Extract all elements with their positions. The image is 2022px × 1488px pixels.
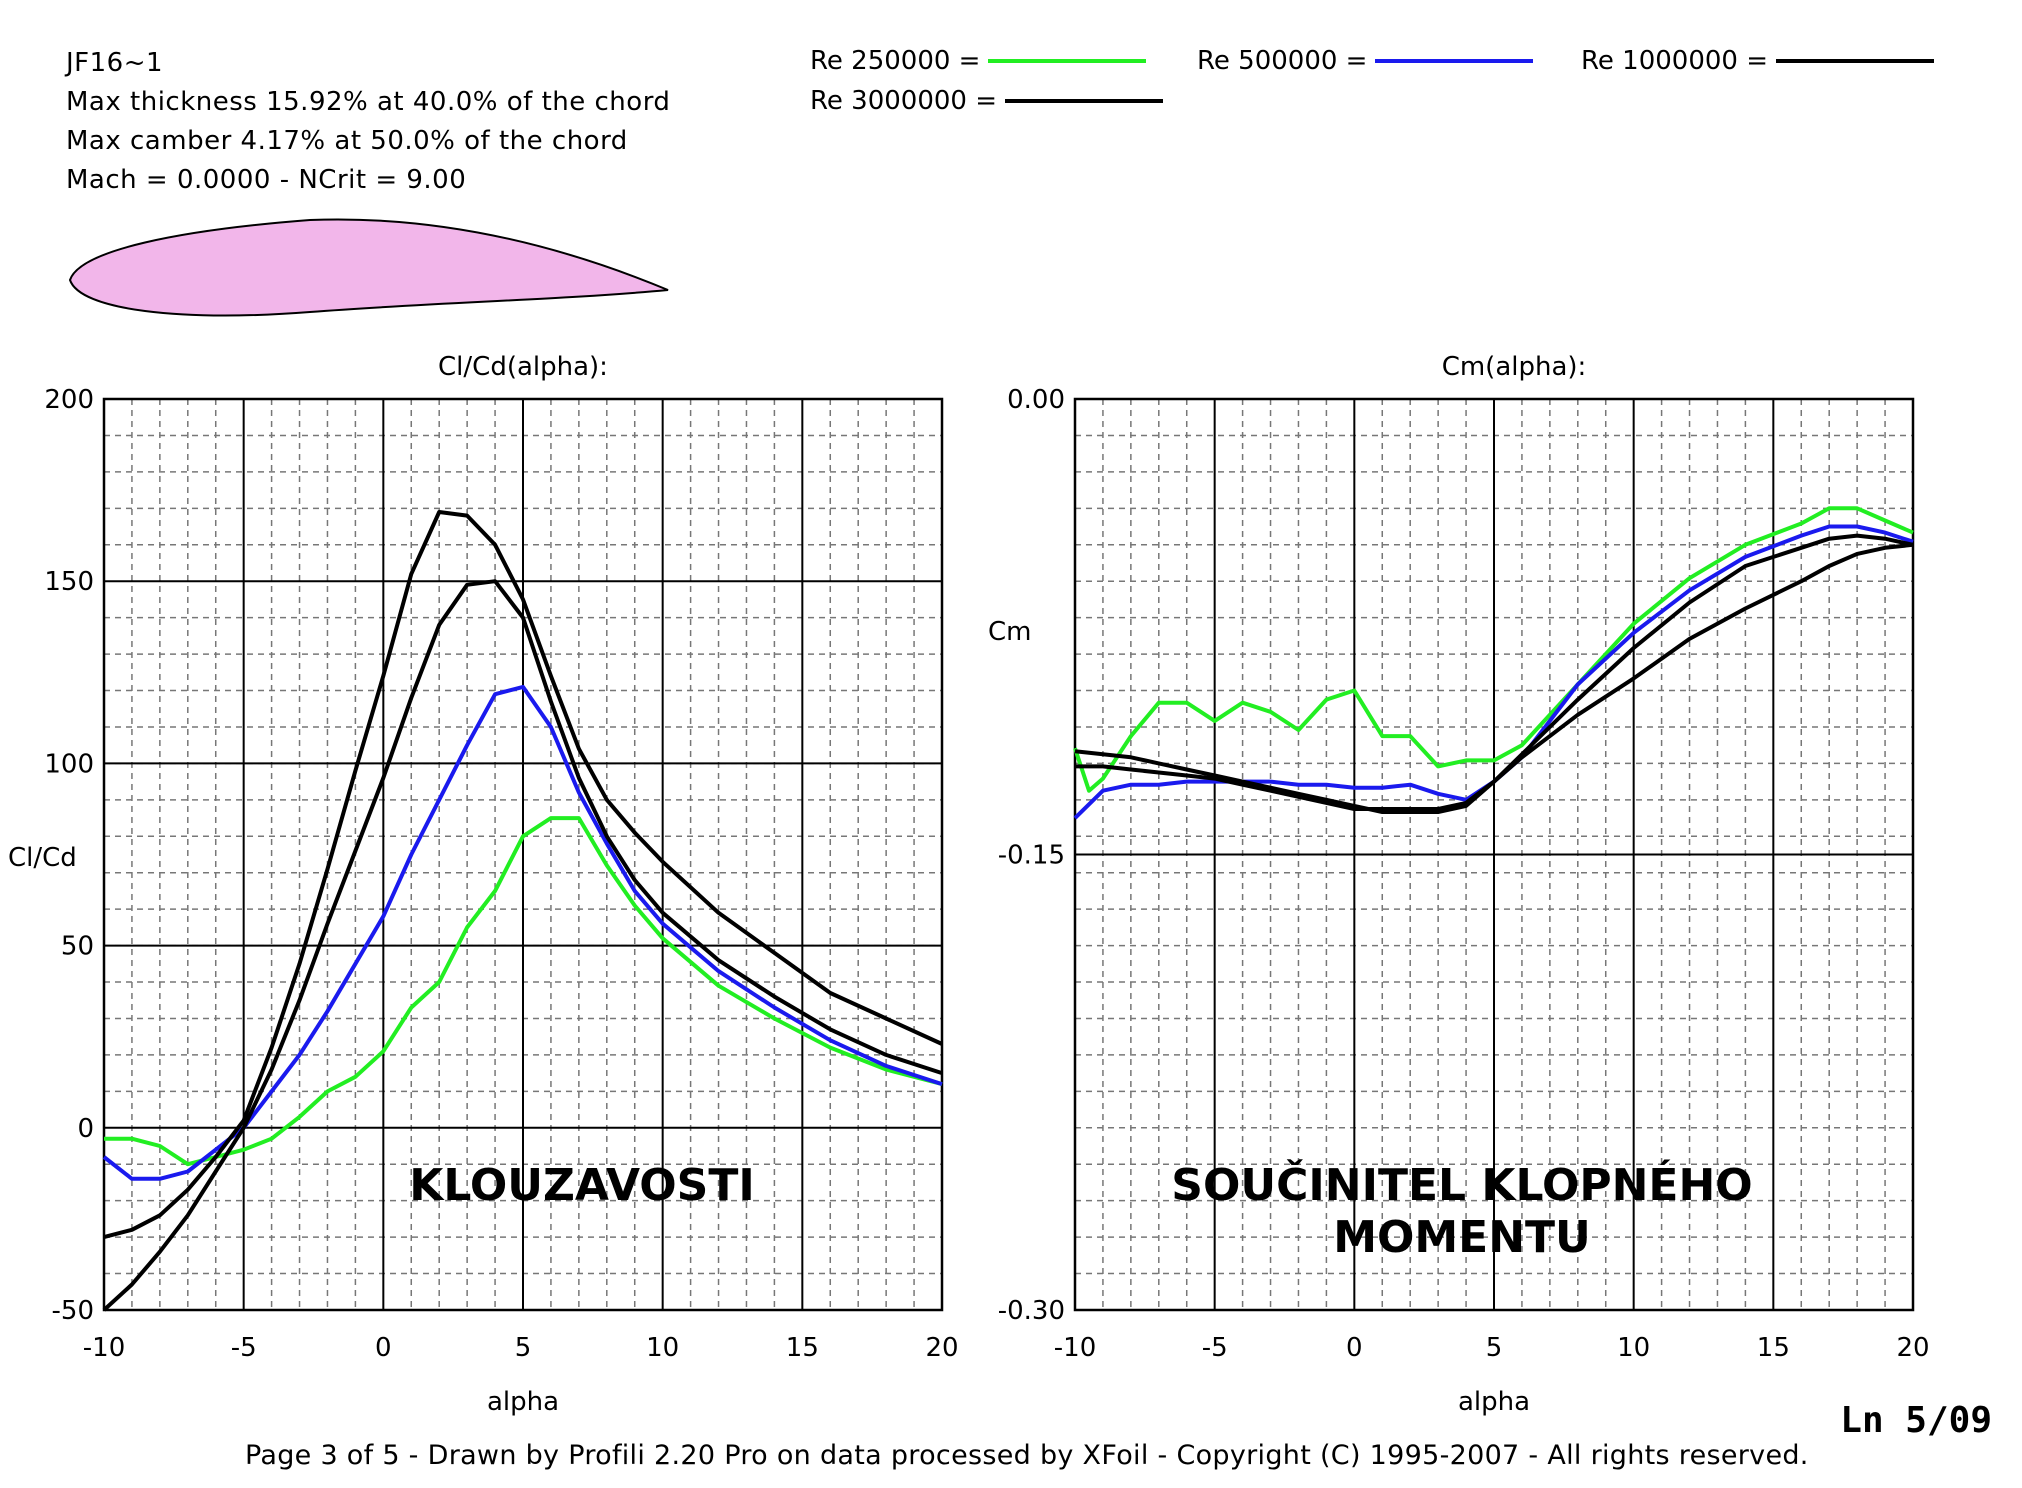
legend-label: Re 250000 = (810, 46, 981, 76)
y-tick-label: 0 (77, 1114, 94, 1144)
series-line-re-250000 (1073, 506, 1914, 793)
legend-re-250000: Re 250000 = (810, 46, 1147, 76)
legend-swatch (1375, 59, 1534, 63)
y-tick-label: 200 (44, 385, 94, 415)
y-tick-label: 100 (44, 749, 94, 779)
x-tick-label: 10 (1617, 1333, 1650, 1363)
x-tick-label: 5 (515, 1333, 532, 1363)
series-line-re-3000000 (1074, 542, 1914, 814)
airfoil-name: JF16~1 (66, 48, 164, 78)
x-tick-label: 20 (925, 1333, 958, 1363)
y-tick-label: -0.30 (998, 1296, 1065, 1326)
series-line-re-1000000 (102, 579, 943, 1312)
x-tick-label: 15 (786, 1333, 819, 1363)
legend-swatch (1776, 59, 1935, 63)
legend-label: Re 1000000 = (1581, 46, 1769, 76)
x-tick-label: 15 (1757, 1333, 1790, 1363)
camber-text: Max camber 4.17% at 50.0% of the chord (66, 126, 628, 156)
footer-text: Page 3 of 5 - Drawn by Profili 2.20 Pro … (245, 1440, 1809, 1471)
thickness-text: Max thickness 15.92% at 40.0% of the cho… (66, 87, 671, 117)
x-tick-label: 0 (375, 1333, 392, 1363)
airfoil-info: JF16~1 Max thickness 15.92% at 40.0% of … (66, 44, 670, 200)
y-tick-label: -0.15 (998, 841, 1065, 871)
x-tick-label: 10 (646, 1333, 679, 1363)
x-tick-label: -10 (1054, 1333, 1096, 1363)
series-line-re-500000 (1073, 524, 1914, 820)
series-line-re-3000000 (103, 510, 943, 1240)
legend-re-3000000: Re 3000000 = (810, 86, 1164, 116)
mach-text: Mach = 0.0000 - NCrit = 9.00 (66, 165, 467, 195)
y-axis-label: Cl/Cd (8, 843, 77, 873)
chart-annotation: SOUČINITEL KLOPNÉHO (1171, 1158, 1752, 1211)
legend-label: Re 500000 = (1197, 46, 1368, 76)
y-tick-label: 50 (61, 932, 94, 962)
legend-label: Re 3000000 = (810, 86, 998, 116)
chart-annotation: MOMENTU (1333, 1212, 1591, 1263)
y-tick-label: 150 (44, 567, 94, 597)
chart-annotation: KLOUZAVOSTI (409, 1160, 754, 1211)
x-tick-label: -5 (1202, 1333, 1228, 1363)
chart-title: Cl/Cd(alpha): (438, 352, 608, 382)
x-tick-label: 5 (1486, 1333, 1503, 1363)
legend-swatch (988, 59, 1147, 63)
x-axis-label: alpha (1458, 1387, 1530, 1417)
y-tick-label: -50 (52, 1296, 94, 1326)
y-tick-label: 0.00 (1007, 385, 1065, 415)
legend-re-1000000: Re 1000000 = (1581, 46, 1935, 76)
legend-re-500000: Re 500000 = (1197, 46, 1534, 76)
series-line-re-250000 (104, 816, 943, 1167)
x-tick-label: 0 (1346, 1333, 1363, 1363)
legend-swatch (1005, 99, 1164, 103)
plot-frame (1073, 397, 1915, 1312)
series-line-re-1000000 (1075, 533, 1914, 811)
chart-title: Cm(alpha): (1442, 352, 1587, 382)
series-line-re-500000 (102, 684, 943, 1181)
x-tick-label: -5 (231, 1333, 257, 1363)
x-axis-label: alpha (487, 1387, 559, 1417)
y-axis-label: Cm (988, 617, 1031, 647)
airfoil-profile (68, 218, 669, 317)
page-stamp: Ln 5/09 (1840, 1400, 1992, 1441)
x-tick-label: -10 (83, 1333, 125, 1363)
x-tick-label: 20 (1896, 1333, 1929, 1363)
plot-frame (102, 397, 944, 1312)
